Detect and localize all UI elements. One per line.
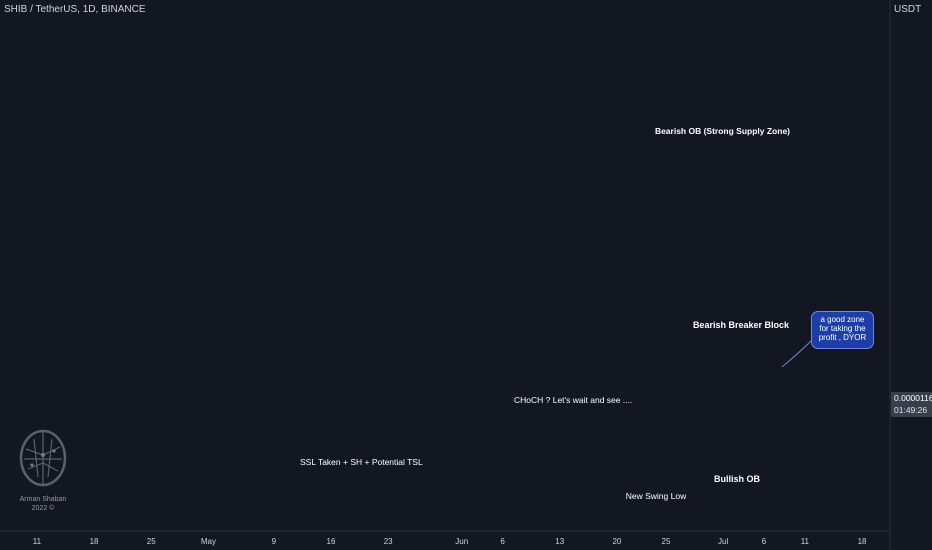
current-price-value: 0.00001165: [894, 393, 932, 403]
candle-countdown: 01:49:26: [894, 405, 928, 415]
logo-year: 2022 ©: [31, 505, 55, 512]
label-breaker-block: Bearish Breaker Block: [693, 320, 790, 330]
callout-pointer: [781, 339, 813, 368]
date-tick-label: 6: [762, 537, 767, 546]
date-tick-label: 18: [90, 537, 99, 546]
date-tick-label: 11: [33, 537, 42, 546]
price-axis[interactable]: 0.000031000.000030000.000029000.00002800…: [889, 0, 932, 550]
label-bearish-ob: Bearish OB (Strong Supply Zone): [655, 126, 790, 136]
callout-line-3: profit , DYOR: [818, 333, 867, 342]
label-swing-low: New Swing Low: [626, 491, 687, 501]
author-logo: Arman Shaban 2022 ©: [16, 425, 70, 517]
date-tick-label: 16: [327, 537, 336, 546]
date-tick-label: Jul: [718, 537, 728, 546]
date-tick-label: May: [201, 537, 216, 546]
date-tick-label: 13: [555, 537, 564, 546]
date-tick-label: 25: [662, 537, 671, 546]
date-tick-label: 20: [612, 537, 621, 546]
projections-layer: [781, 339, 813, 368]
date-tick-label: 9: [272, 537, 277, 546]
callout-line-2: for taking the: [819, 324, 866, 333]
axis-unit-label: USDT: [894, 4, 922, 15]
date-tick-label: 23: [384, 537, 393, 546]
current-price-badge: 0.00001165 01:49:26: [891, 392, 932, 417]
time-axis[interactable]: 11 18 25 May 9 16 23 Jun 6 13 20 25 Jul 6 11 18: [0, 530, 890, 546]
label-choch: CHoCH ? Let's wait and see ....: [514, 395, 632, 405]
profit-zone-callout: a good zone for taking the profit , DYOR: [811, 311, 874, 349]
callout-line-1: a good zone: [820, 315, 865, 324]
label-bullish-ob: Bullish OB: [714, 474, 761, 484]
date-tick-label: 11: [801, 537, 810, 546]
brain-logo-icon: [19, 429, 67, 487]
date-tick-label: Jun: [455, 537, 468, 546]
date-tick-label: 25: [147, 537, 156, 546]
date-tick-label: 18: [858, 537, 867, 546]
date-tick-label: 6: [500, 537, 505, 546]
labels-layer: Bearish OB (Strong Supply Zone) Bearish B…: [300, 126, 790, 501]
label-ssl: SSL Taken + SH + Potential TSL: [300, 457, 423, 467]
symbol-title[interactable]: SHIB / TetherUS, 1D, BINANCE: [4, 4, 146, 15]
logo-author-name: Arman Shaban: [19, 496, 67, 503]
